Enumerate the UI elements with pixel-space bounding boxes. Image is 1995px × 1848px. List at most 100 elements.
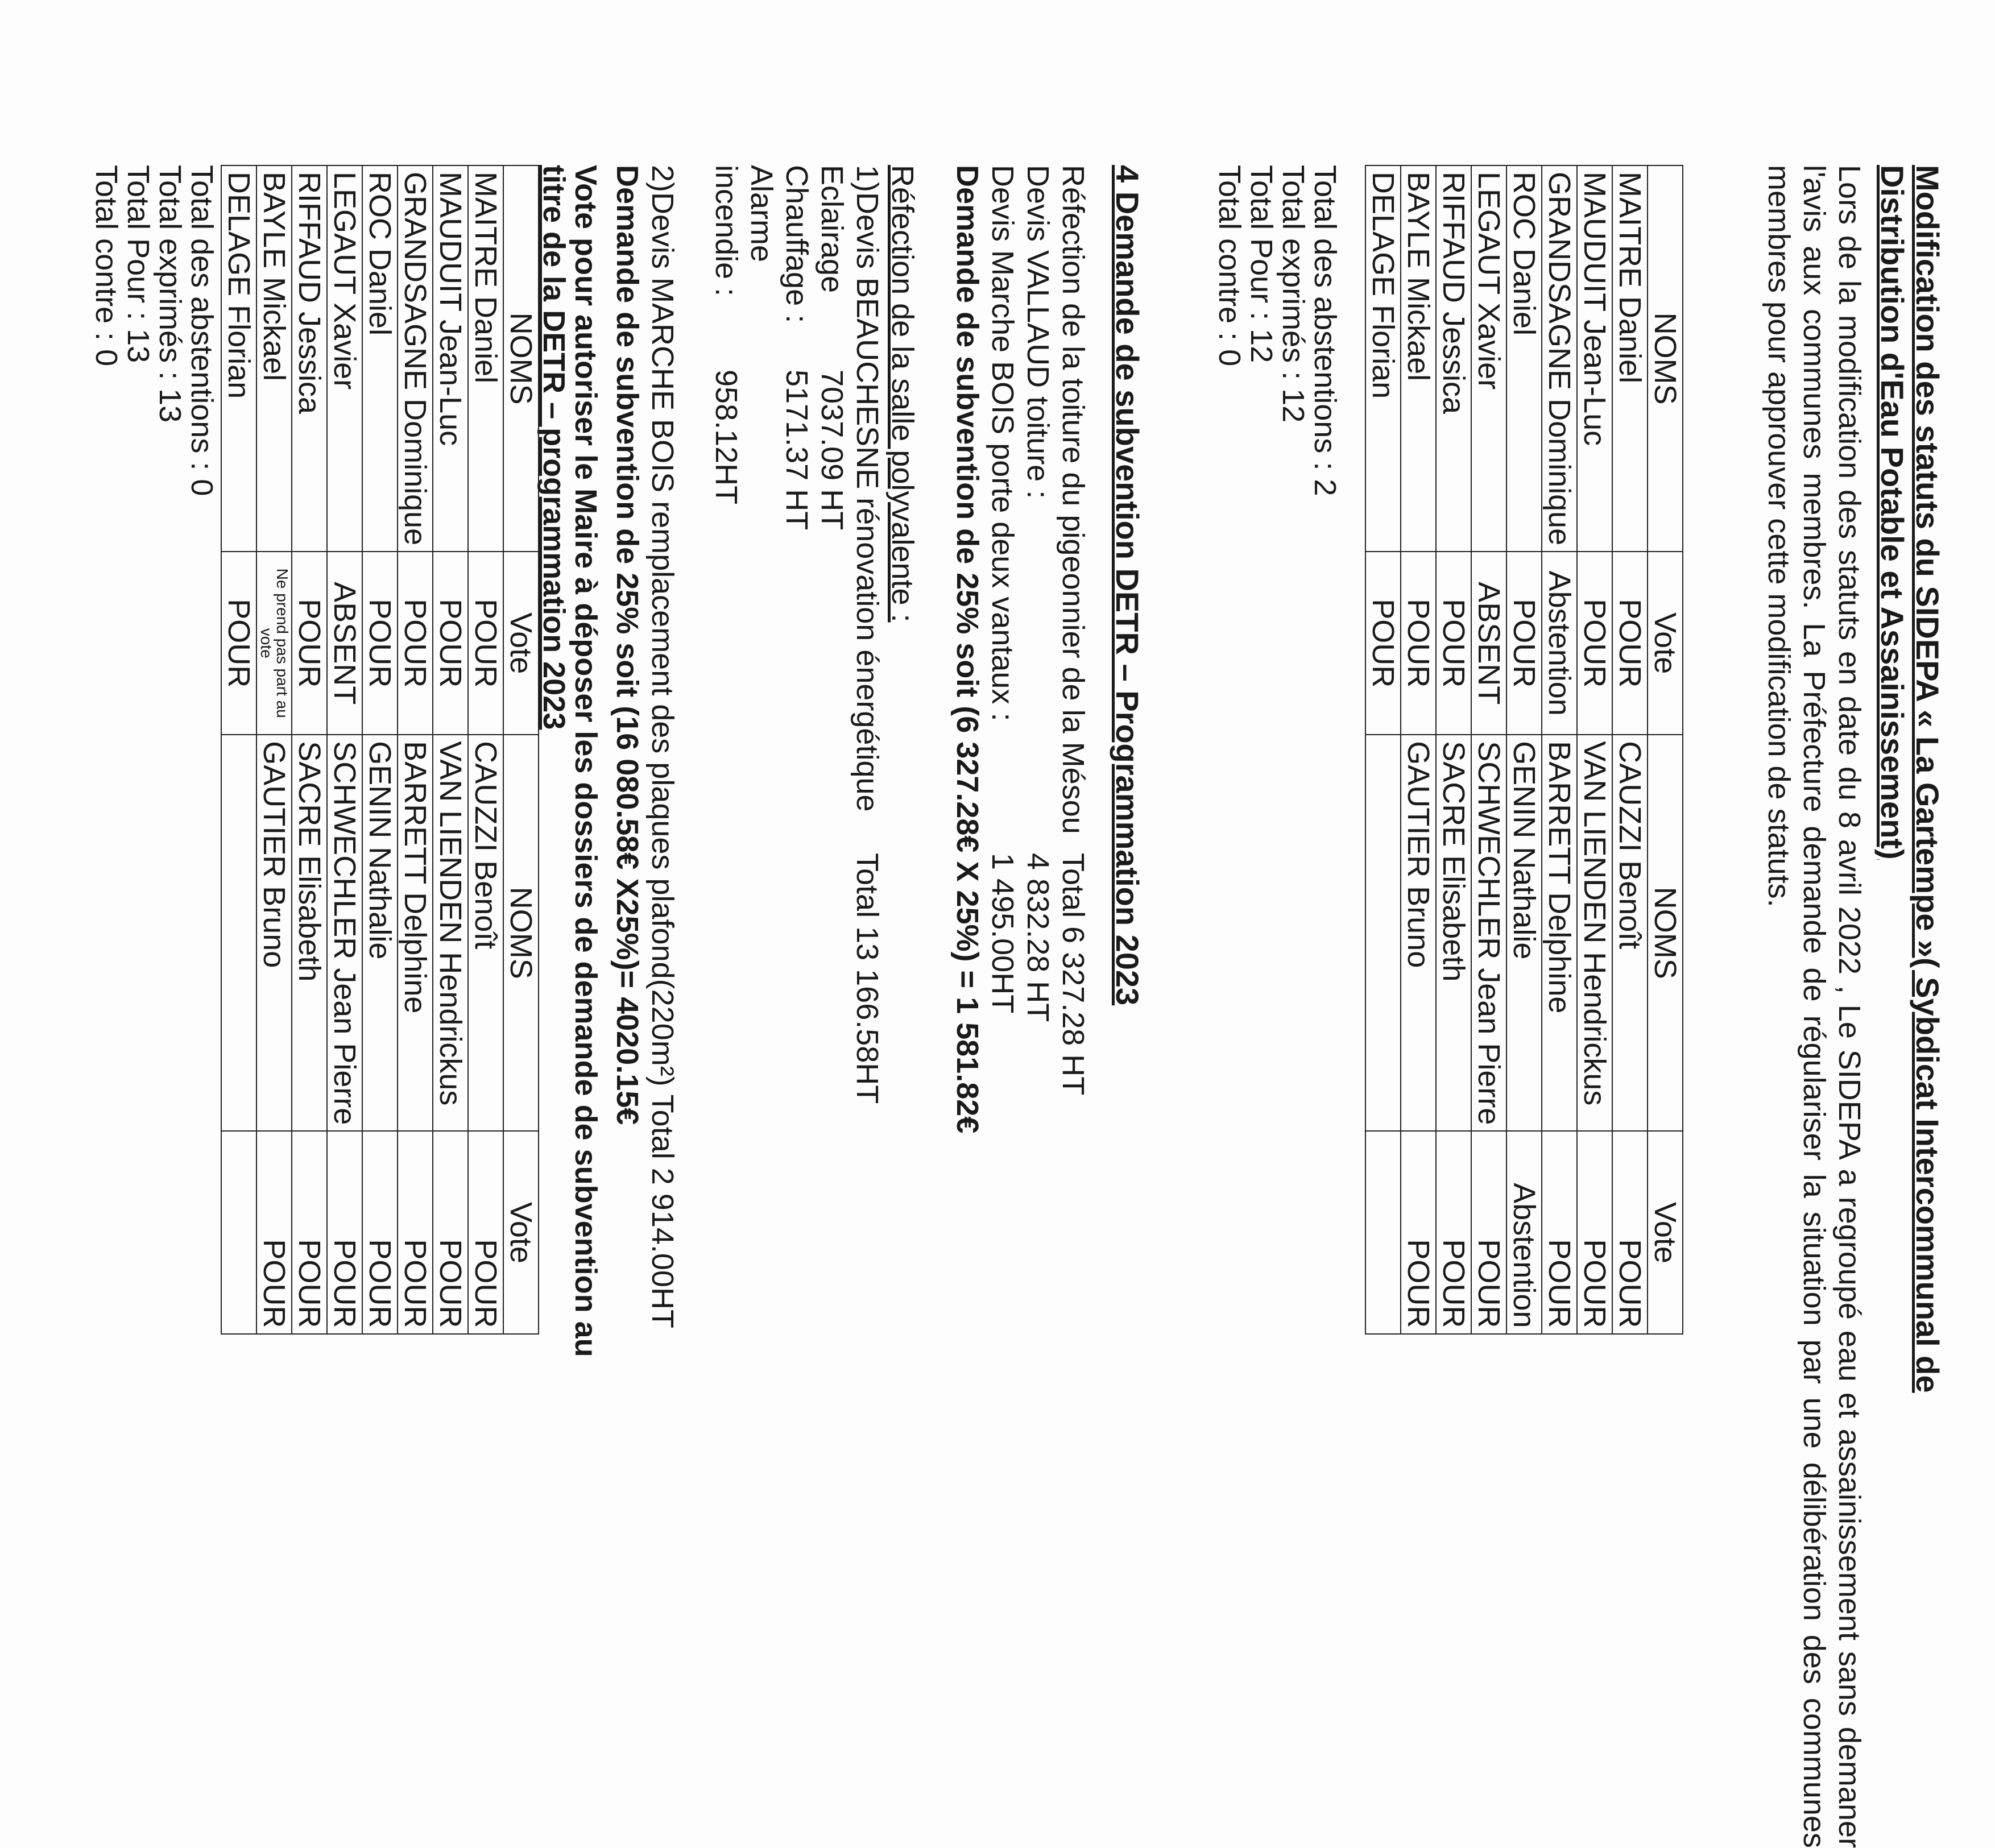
column-header: Vote <box>503 1131 539 1335</box>
vote-cell: ABSENT <box>1471 552 1506 735</box>
total-line: Total exprimés : 12 <box>1276 165 1310 423</box>
vote-cell: Abstention <box>1506 1131 1542 1335</box>
vote-cell: POUR <box>362 1131 398 1335</box>
item-value: 7037.09 HT <box>815 370 849 531</box>
sidepa-vote-table: NOMS Vote NOMS Vote MAITRE Daniel POUR CAUZZI … <box>1365 165 1683 1335</box>
name-cell: DELAGE Florian <box>1365 165 1401 552</box>
name-cell: VAN LIENDEN Hendrickus <box>433 735 468 1132</box>
sidepa-paragraph: Lors de la modification des statuts en d… <box>1762 165 1866 1848</box>
total-line: Total contre : 0 <box>1212 165 1247 367</box>
name-cell: BARRETT Delphine <box>398 735 433 1132</box>
item-label: Chauffage : <box>780 165 814 324</box>
detr-heading: 4 Demande de subvention DETR – Programma… <box>1110 165 1145 1006</box>
name-cell: ROC Daniel <box>1506 165 1542 552</box>
vote-cell <box>1365 1131 1401 1335</box>
name-cell: CAUZZI Benoît <box>468 735 503 1132</box>
vote-title-line: titre de la DETR – programmation 2023 <box>537 165 571 730</box>
devis-value: 4 832.28 HT <box>1021 853 1055 1022</box>
pigeonnier-block: Réfection de la toiture du pigeonnier de… <box>950 165 1091 1848</box>
name-cell: RIFFAUD Jessica <box>292 165 327 552</box>
name-cell: LEGAUT Xavier <box>1471 165 1506 552</box>
name-cell: VAN LIENDEN Hendrickus <box>1577 735 1612 1132</box>
devis-label: Devis Marche BOIS porte deux vantaux : <box>986 165 1020 722</box>
vote-cell: POUR <box>1436 552 1471 735</box>
document-page: Modification des statuts du SIDEPA « La … <box>89 165 1946 1848</box>
name-cell: CAUZZI Benoît <box>1612 735 1648 1132</box>
title-line: Modification des statuts du SIDEPA « La … <box>1910 165 1946 1393</box>
vote-cell: POUR <box>1365 552 1401 735</box>
pigeonnier-demande: Demande de subvention de 25% soit (6 327… <box>950 165 984 1134</box>
salle-label: Réfection de la salle polyvalente : <box>885 165 920 623</box>
name-cell: MAITRE Daniel <box>1612 165 1648 552</box>
vote-cell: POUR <box>433 1131 468 1335</box>
name-cell: SACRE Elisabeth <box>1436 735 1471 1132</box>
vote-cell: POUR <box>1436 1131 1471 1335</box>
vote-cell: POUR <box>468 1131 503 1335</box>
table-row: ROC Daniel POUR GENIN Nathalie POUR <box>362 165 398 1335</box>
total-line: Total des abstentions : 0 <box>185 165 219 496</box>
item-value: 958.12HT <box>709 370 743 505</box>
vote-cell: POUR <box>362 552 398 735</box>
table-row: LEGAUT Xavier ABSENT SCHWECHLER Jean Pierr… <box>1471 165 1506 1335</box>
devis1-label: 1)Devis BEAUCHESNE rénovation énergétiqu… <box>850 165 884 812</box>
salle-demande: Demande de subvention de 25% soit (16 08… <box>610 165 644 1125</box>
pigeonnier-label: Réfection de la toiture du pigeonnier de… <box>1056 165 1090 834</box>
total-line: Total contre : 0 <box>89 165 123 367</box>
name-cell: GRANDSAGNE Dominique <box>398 165 433 552</box>
table-row: BAYLE Mickael POUR GAUTIER Bruno POUR <box>1401 165 1436 1335</box>
vote-cell <box>221 1131 256 1335</box>
table-row: GRANDSAGNE Dominique Abstention BARRETT De… <box>1542 165 1577 1335</box>
name-cell: GRANDSAGNE Dominique <box>1542 165 1577 552</box>
vote-cell: Abstention <box>1542 552 1577 735</box>
table-row: MAUDUIT Jean-Luc POUR VAN LIENDEN Hendrick… <box>1577 165 1612 1335</box>
vote-cell: POUR <box>327 1131 362 1335</box>
table-header-row: NOMS Vote NOMS Vote <box>1648 165 1683 1335</box>
name-cell: SCHWECHLER Jean Pierre <box>1471 735 1506 1132</box>
vote-cell: POUR <box>1577 1131 1612 1335</box>
total-line: Total Pour : 13 <box>121 165 155 363</box>
table-row: DELAGE Florian POUR <box>221 165 256 1335</box>
devis-value: 1 495.00HT <box>986 853 1020 1014</box>
title-line: Distribution d'Eau Potable et Assainisse… <box>1874 165 1910 860</box>
vote-cell: POUR <box>1542 1131 1577 1335</box>
total-line: Total exprimés : 13 <box>153 165 187 423</box>
name-cell: MAUDUIT Jean-Luc <box>433 165 468 552</box>
table-row: RIFFAUD Jessica POUR SACRE Elisabeth POUR <box>1436 165 1471 1335</box>
name-cell: MAUDUIT Jean-Luc <box>1577 165 1612 552</box>
name-cell: BAYLE Mickael <box>1401 165 1436 552</box>
name-cell: LEGAUT Xavier <box>327 165 362 552</box>
name-cell: MAITRE Daniel <box>468 165 503 552</box>
devis-label: Devis VALLAUD toiture : <box>1021 165 1055 499</box>
name-cell: DELAGE Florian <box>221 165 256 552</box>
salle-block: Réfection de la salle polyvalente : 1)De… <box>610 165 920 1848</box>
vote-cell: POUR <box>1577 552 1612 735</box>
column-header: NOMS <box>503 735 539 1132</box>
name-cell: RIFFAUD Jessica <box>1436 165 1471 552</box>
vote-cell: POUR <box>1401 552 1436 735</box>
vote-cell: POUR <box>398 1131 433 1335</box>
table-row: GRANDSAGNE Dominique POUR BARRETT Delphine… <box>398 165 433 1335</box>
vote-cell: ABSENT <box>327 552 362 735</box>
detr-vote-table: NOMS Vote NOMS Vote MAITRE Daniel POUR CAUZZI … <box>221 165 539 1335</box>
name-cell: SACRE Elisabeth <box>292 735 327 1132</box>
name-cell: BARRETT Delphine <box>1542 735 1577 1132</box>
table-row: ROC Daniel POUR GENIN Nathalie Abstention <box>1506 165 1542 1335</box>
name-cell: SCHWECHLER Jean Pierre <box>327 735 362 1132</box>
table-row: MAITRE Daniel POUR CAUZZI Benoît POUR <box>468 165 503 1335</box>
item-value: 5171.37 HT <box>780 370 814 531</box>
pigeonnier-total: Total 6 327.28 HT <box>1056 853 1090 1096</box>
sidepa-totals: Total des abstentions : 2 Total exprimés … <box>1212 165 1342 1848</box>
column-header: Vote <box>503 552 539 735</box>
name-cell: BAYLE Mickael <box>256 165 292 552</box>
vote-cell: POUR <box>256 1131 292 1335</box>
vote-cell: POUR <box>221 552 256 735</box>
name-cell: GAUTIER Bruno <box>256 735 292 1132</box>
vote-cell: POUR <box>1506 552 1542 735</box>
column-header: Vote <box>1648 552 1683 735</box>
vote-cell: POUR <box>1612 1131 1648 1335</box>
table-header-row: NOMS Vote NOMS Vote <box>503 165 539 1335</box>
vote-cell: POUR <box>292 552 327 735</box>
name-cell: ROC Daniel <box>362 165 398 552</box>
column-header: NOMS <box>1648 735 1683 1132</box>
name-cell: GENIN Nathalie <box>362 735 398 1132</box>
